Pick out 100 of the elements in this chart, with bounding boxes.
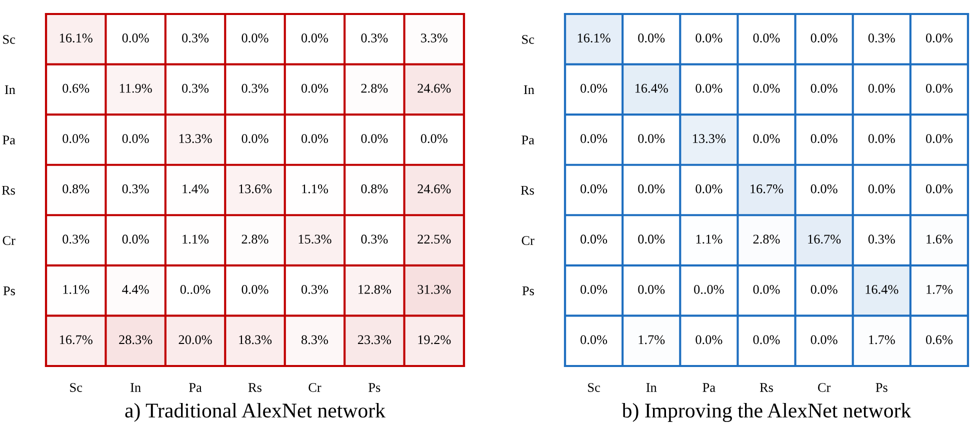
data-label: 0.0% [753,335,780,344]
data-label: 0.0% [753,84,780,93]
data-label: 0.0% [301,34,328,43]
data-label: 0.0% [926,34,953,43]
data-label: 0.3% [62,234,90,244]
data-label: 0.0% [62,134,90,144]
data-label: 0.0% [638,134,665,144]
data-label: 0.0% [810,184,838,194]
data-label: 1.1% [302,184,328,194]
data-label: 13.3% [693,134,726,144]
data-label: 0.3% [182,34,209,43]
data-label: 0.0% [122,234,149,244]
y-tick-label: Cr [2,236,16,245]
data-label: 1.1% [696,234,722,244]
data-label: 13.3% [179,134,212,144]
data-label: 13.6% [239,184,272,194]
x-tick-label: In [130,383,141,392]
text: a) Traditional AlexNet network [125,402,386,422]
x-tick-label: Cr [818,383,831,392]
data-label: 0.0% [580,84,608,93]
text: b) Improving the AlexNet network [622,402,912,422]
data-label: 0.3% [242,84,268,93]
data-label: 16.1% [60,34,92,43]
data-label: 0.8% [62,184,90,194]
data-label: 0.0% [580,335,608,344]
data-label: 28.3% [119,335,152,344]
data-label: 20.0% [178,335,212,344]
y-tick-label: Cr [522,236,534,245]
data-label: 24.6% [418,84,451,93]
data-label: 0.6% [62,84,90,93]
x-tick-label: Ps [876,383,888,392]
data-label: 0.0% [580,234,608,244]
data-label: 0.0% [696,84,722,93]
data-label: 11.9% [120,84,152,93]
y-tick-label: In [4,85,16,94]
data-label: 19.2% [418,335,451,344]
data-label: 0.3% [361,34,388,43]
data-label: 0.0% [926,184,953,194]
x-tick-label: Pa [189,383,202,392]
data-label: 0.3% [868,34,895,43]
data-label: 0.3% [122,184,149,194]
data-label: 0.3% [301,284,328,294]
data-label: 0.3% [361,234,388,244]
data-label: 0.3% [182,84,209,93]
data-label: 2.8% [753,234,780,244]
x-tick-label: Rs [248,383,262,392]
data-label: 0.0% [242,34,268,43]
data-label: 0.0% [753,34,780,43]
data-label: 0.0% [926,134,953,144]
data-label: 16.7% [808,234,841,244]
data-label: 22.5% [418,234,451,244]
data-label: 1.1% [63,284,90,294]
x-tick-label: Pa [702,383,716,392]
data-label: 1.1% [182,234,209,244]
data-label: 4.4% [122,284,149,294]
data-label: 0.0% [868,134,895,144]
data-label: 0.0% [810,34,838,43]
y-tick-label: Sc [522,34,534,44]
data-label: 8.3% [301,335,328,344]
data-label: 31.3% [418,284,451,294]
data-label: 0.0% [638,34,665,43]
data-label: 0.0% [696,34,722,43]
data-label: 0.0% [580,134,608,144]
data-label: 0.0% [638,284,665,294]
data-label: 0.0% [301,84,328,93]
data-label: 0.0% [868,184,895,194]
data-label: 1.7% [869,335,895,344]
data-label: 0.0% [242,284,268,294]
data-label: 0.0% [638,234,665,244]
y-tick-label: In [524,85,534,94]
data-label: 12.8% [358,284,392,294]
data-label: 16.4% [635,84,668,93]
x-tick-label: Rs [760,383,773,392]
x-tick-label: Sc [588,383,600,392]
data-label: 0.6% [926,335,953,344]
data-label: 2.8% [361,84,388,93]
data-label: 0.0% [580,284,608,294]
data-label: 1.7% [926,284,953,294]
data-label: 18.3% [239,335,272,344]
data-label: 0.0% [753,134,780,144]
data-label: 2.8% [242,234,268,244]
data-label: 0.0% [696,335,722,344]
x-tick-label: Sc [70,383,82,392]
data-label: 0.0% [361,134,388,144]
x-tick-label: Cr [308,383,322,392]
data-label: 0.0% [868,84,895,93]
data-label: 1.6% [926,234,953,244]
data-label: 0.0% [122,134,149,144]
text: 0..0% [180,284,210,294]
data-label: 0.0% [122,34,149,43]
data-label: 0.0% [753,284,780,294]
data-label: 16.4% [866,284,898,294]
y-tick-label: Ps [522,286,534,296]
data-label: 23.3% [358,335,392,344]
text: 0..0% [694,284,724,294]
data-label: 0.0% [301,134,328,144]
data-label: 0.8% [361,184,388,194]
data-label: 0.0% [696,184,722,194]
y-tick-label: Pa [522,136,534,144]
data-label: 16.7% [60,335,92,344]
